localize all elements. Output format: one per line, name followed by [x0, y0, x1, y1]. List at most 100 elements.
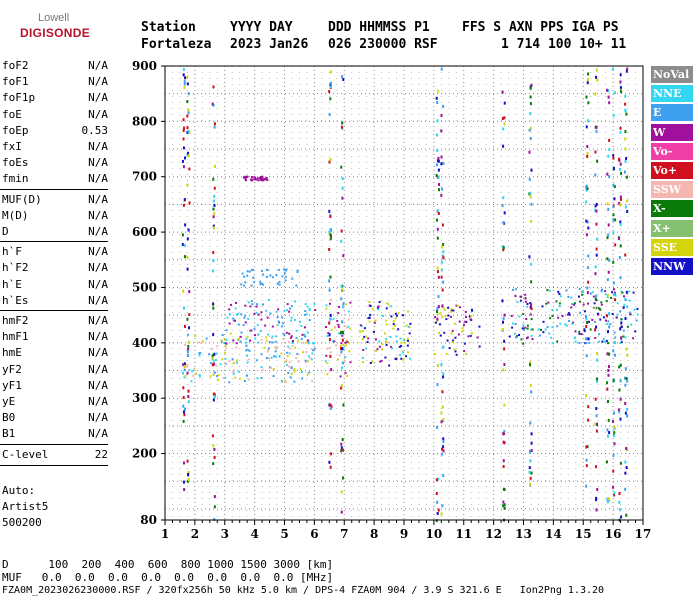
echo-point	[244, 321, 247, 324]
y-tick-label: 500	[132, 280, 157, 294]
echo-streak	[624, 130, 627, 134]
echo-streak	[441, 304, 444, 308]
echo-point	[328, 347, 331, 350]
echo-streak	[502, 196, 505, 200]
echo-point	[243, 316, 246, 319]
echo-streak	[442, 345, 445, 349]
echo-streak	[329, 403, 332, 407]
echo-point	[275, 355, 278, 358]
echo-point	[359, 324, 362, 327]
echo-streak	[502, 500, 505, 504]
param-value: N/A	[88, 293, 108, 307]
echo-streak	[587, 101, 590, 105]
echo-point	[531, 328, 534, 331]
param-name: B1	[2, 427, 16, 441]
param-row: fxI N/A	[2, 139, 108, 155]
echo-streak	[437, 275, 440, 279]
echo-point	[367, 317, 370, 320]
echo-streak	[587, 72, 590, 76]
logo-line1: Lowell	[38, 12, 70, 24]
echo-streak	[329, 313, 332, 317]
footer-d-row: D 100 200 400 600 800 1000 1500 3000 [km…	[2, 558, 334, 571]
echo-streak	[619, 244, 622, 248]
echo-point	[339, 375, 342, 378]
echo-streak	[187, 228, 190, 232]
echo-point	[384, 356, 387, 359]
echo-point	[209, 375, 212, 378]
echo-point	[288, 340, 291, 343]
echo-streak	[625, 513, 628, 517]
echo-streak	[607, 95, 610, 99]
echo-point	[276, 282, 279, 285]
autoscale-line3: 500200	[2, 516, 42, 529]
echo-point	[336, 319, 339, 322]
echo-streak	[188, 313, 191, 317]
echo-point	[516, 301, 519, 304]
echo-point	[217, 379, 220, 382]
echo-streak	[617, 237, 620, 241]
echo-streak	[587, 280, 590, 284]
echo-point	[282, 332, 285, 335]
echo-streak	[611, 419, 614, 423]
logo-line2: DIGISONDE	[20, 26, 91, 40]
echo-point	[245, 337, 248, 340]
echo-point	[267, 299, 270, 302]
echo-point	[395, 314, 398, 317]
header-value-station: Fortaleza	[141, 37, 212, 52]
echo-streak	[329, 157, 332, 161]
echo-streak	[607, 207, 610, 211]
echo-point	[260, 318, 263, 321]
echo-point	[469, 334, 472, 337]
echo-point	[520, 338, 523, 341]
echo-point	[273, 355, 276, 358]
echo-point	[436, 312, 439, 315]
echo-point	[526, 327, 529, 330]
echo-point	[394, 324, 397, 327]
echo-point	[307, 342, 310, 345]
echo-point	[434, 353, 437, 356]
echo-streak	[619, 363, 622, 367]
echo-point	[551, 314, 554, 317]
echo-point	[281, 316, 284, 319]
echo-streak	[212, 398, 215, 402]
echo-streak	[186, 126, 189, 130]
echo-streak	[625, 112, 628, 116]
echo-streak	[186, 153, 189, 157]
echo-point	[556, 325, 559, 328]
echo-streak	[585, 464, 588, 468]
echo-point	[373, 321, 376, 324]
echo-point	[297, 360, 300, 363]
echo-point	[285, 359, 288, 362]
echo-point	[291, 341, 294, 344]
echo-streak	[585, 125, 588, 129]
echo-streak	[586, 151, 589, 155]
echo-point	[300, 338, 303, 341]
echo-point	[245, 354, 248, 357]
echo-point	[386, 341, 389, 344]
echo-point	[303, 326, 306, 329]
echo-streak	[435, 478, 438, 482]
echo-point	[451, 329, 454, 332]
echo-point	[541, 305, 544, 308]
echo-streak	[606, 314, 609, 318]
echo-point	[567, 319, 570, 322]
echo-point	[267, 333, 270, 336]
param-separator	[0, 188, 108, 190]
echo-point	[406, 339, 409, 342]
echo-point	[232, 317, 235, 320]
echo-point	[610, 296, 613, 299]
echo-point	[296, 270, 299, 273]
echo-point	[266, 316, 269, 319]
param-name: M(D)	[2, 208, 29, 222]
echo-point	[394, 357, 397, 360]
echo-point	[286, 354, 289, 357]
param-name: h`F	[2, 245, 22, 259]
echo-streak	[614, 298, 617, 302]
echo-streak	[585, 233, 588, 237]
echo-point	[267, 349, 270, 352]
x-tick-label: 12	[485, 527, 502, 541]
param-name: yE	[2, 395, 16, 408]
echo-point	[337, 312, 340, 315]
echo-point	[283, 268, 286, 271]
echo-streak	[187, 394, 190, 398]
